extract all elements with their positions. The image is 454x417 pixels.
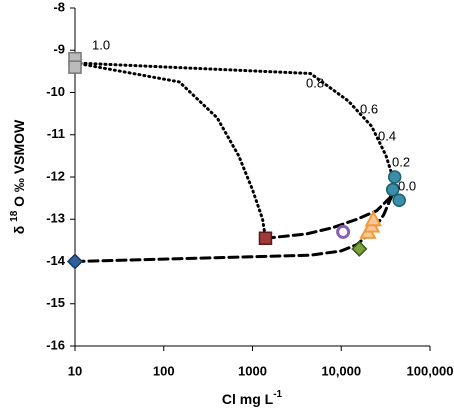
y-tick-label: -12 [46, 168, 65, 183]
curve-label: 0.0 [398, 178, 416, 193]
curve-label: 0.2 [392, 154, 410, 169]
diamond-marker [66, 253, 84, 270]
x-tick-label: 100,000 [407, 363, 454, 378]
x-tick-label: 100 [153, 363, 175, 378]
dotted-line [73, 61, 267, 240]
dotted-line [73, 61, 397, 192]
y-axis-title: δ 18 O ‰ VSMOW [9, 119, 27, 234]
axes [74, 8, 430, 347]
circle-marker [387, 170, 402, 184]
x-title-main: Cl mg L [222, 391, 274, 407]
ring-marker [336, 224, 351, 239]
y-tick-label: -15 [46, 295, 65, 310]
x-tick-label: 10 [68, 363, 82, 378]
square-marker [68, 60, 82, 74]
y-tick-label: -13 [46, 211, 65, 226]
x-tick-label: 1000 [238, 363, 267, 378]
y-tick-label: -9 [53, 42, 65, 57]
diamond-marker [351, 240, 368, 257]
curve-label: 0.6 [360, 101, 378, 116]
y-tick-label: -8 [53, 0, 65, 14]
y-tick-label: -11 [47, 126, 65, 141]
x-tick-label: 10,000 [321, 363, 361, 378]
x-title-sup: -1 [273, 389, 282, 400]
curve-label: 0.4 [378, 128, 396, 143]
y-tick-label: -16 [46, 337, 65, 352]
y-tick-label: -14 [46, 253, 66, 268]
curve-label: 0.8 [306, 75, 324, 90]
triangle-marker [364, 210, 383, 227]
square-marker [258, 231, 273, 246]
y-title-sup: 18 [9, 210, 20, 222]
y-title-main: δ [11, 222, 27, 234]
curve-label: 1.0 [92, 37, 110, 52]
circle-marker [392, 193, 406, 207]
circle-marker [385, 182, 400, 197]
x-axis-title: Cl mg L-1 [222, 389, 283, 407]
y-title-rest: O ‰ VSMOW [11, 119, 27, 211]
y-tick-label: -10 [46, 84, 65, 99]
